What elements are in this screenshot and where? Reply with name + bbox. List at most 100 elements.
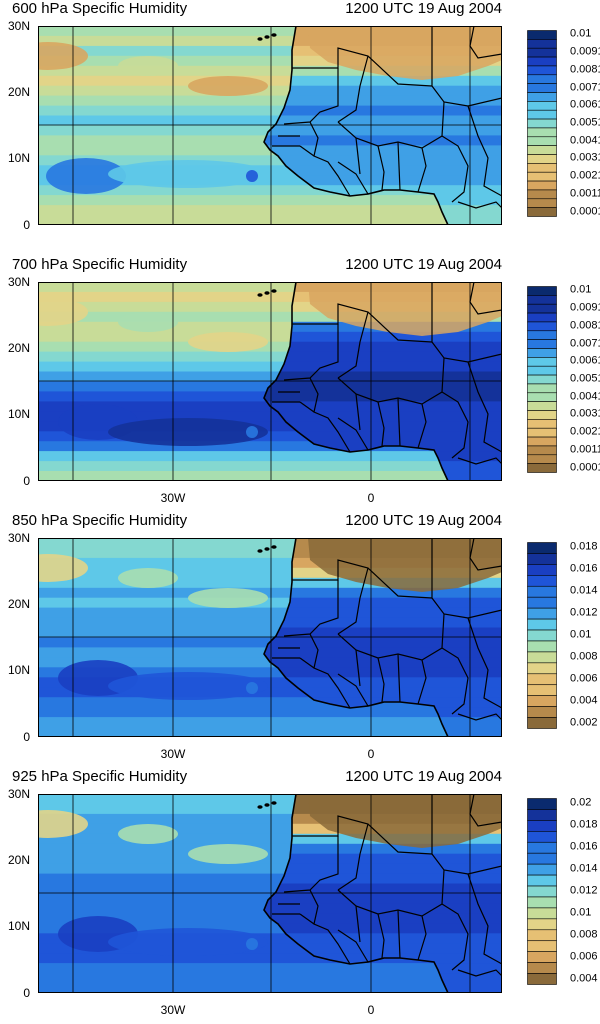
colorbar-label: 0.0061 (570, 98, 600, 111)
colorbar-label: 0.01 (570, 283, 592, 296)
colorbar-label: 0.0031 (570, 407, 600, 420)
island (271, 289, 277, 293)
colorbar-box (527, 951, 557, 963)
colorbar-box (527, 154, 557, 164)
colorbar-box (527, 348, 557, 358)
colorbar-box (527, 973, 557, 985)
colorbar-box (527, 596, 557, 609)
humidity-band (38, 471, 502, 481)
colorbar-box (527, 863, 557, 876)
colorbar (527, 798, 557, 985)
colorbar-box (527, 198, 557, 208)
island (271, 33, 277, 37)
humidity-band (38, 321, 502, 333)
y-tick-label: 0 (23, 986, 30, 1000)
island (257, 37, 263, 41)
humidity-anomaly (108, 672, 268, 700)
colorbar-box (527, 101, 557, 111)
colorbar-box (527, 684, 557, 696)
sahara-dry-region (308, 26, 502, 80)
humidity-anomaly (108, 928, 268, 956)
humidity-band (38, 341, 502, 353)
colorbar-box (527, 629, 557, 642)
humidity-band (264, 125, 502, 136)
colorbar-label: 0.0051 (570, 116, 600, 129)
island (264, 803, 270, 807)
colorbar (527, 30, 557, 217)
humidity-band (38, 26, 502, 37)
humidity-anomaly (188, 76, 268, 96)
humidity-anomaly (118, 56, 178, 76)
colorbar (527, 286, 557, 473)
colorbar-box (527, 820, 557, 832)
colorbar (527, 542, 557, 729)
humidity-anomaly (38, 554, 88, 582)
colorbar-label: 0.0021 (570, 169, 600, 182)
humidity-band (38, 175, 502, 186)
humidity-band (38, 85, 502, 97)
humidity-band (264, 401, 502, 412)
humidity-band (264, 627, 502, 638)
humidity-band (264, 843, 502, 855)
y-tick-label: 10N (7, 919, 30, 933)
humidity-band (38, 794, 502, 805)
y-tick-label: 10N (7, 407, 30, 421)
humidity-band (264, 115, 502, 126)
humidity-band (38, 617, 502, 629)
humidity-band (38, 282, 502, 293)
y-tick-label: 30N (7, 275, 30, 289)
colorbar-label: 0.002 (570, 716, 598, 729)
map-frame (38, 282, 502, 481)
humidity-band (38, 843, 502, 855)
colorbar-label: 0.018 (570, 818, 598, 831)
x-tick-label: 0 (367, 1003, 375, 1017)
colorbar-box (527, 65, 557, 76)
x-tick-label: 30W (160, 491, 186, 505)
colorbar-label: 0.018 (570, 540, 598, 553)
humidity-anomaly (38, 42, 88, 70)
humidity-band (264, 667, 502, 678)
coastline (263, 794, 502, 993)
humidity-band (38, 577, 502, 589)
colorbar-label: 0.016 (570, 840, 598, 853)
colorbar-label: 0.012 (570, 606, 598, 619)
humidity-band (38, 205, 502, 216)
coastline (263, 538, 502, 737)
humidity-band (38, 667, 502, 678)
colorbar-box (527, 896, 557, 909)
colorbar-box (527, 885, 557, 898)
humidity-band (38, 441, 502, 452)
colorbar-label: 0.0091 (570, 301, 600, 314)
y-tick-label: 30N (7, 19, 30, 33)
colorbar-box (527, 831, 557, 843)
humidity-band (264, 145, 502, 156)
sahara-dry-region (308, 794, 502, 848)
panel-title: 925 hPa Specific Humidity (12, 768, 188, 785)
island (257, 293, 263, 297)
humidity-band (38, 195, 502, 206)
map-frame (38, 26, 502, 225)
colorbar-box (527, 163, 557, 173)
colorbar-box (527, 419, 557, 429)
country-borders (272, 26, 502, 209)
colorbar-label: 0.0091 (570, 45, 600, 58)
x-tick-label: 30W (160, 747, 186, 761)
humidity-anomaly (246, 426, 258, 438)
humidity-band (264, 893, 502, 904)
humidity-band (264, 371, 502, 382)
humidity-band (38, 371, 502, 382)
humidity-band (38, 863, 502, 875)
colorbar-box (527, 127, 557, 138)
humidity-band (38, 943, 502, 954)
panel-timestamp: 1200 UTC 19 Aug 2004 (345, 768, 502, 785)
humidity-band (38, 165, 502, 176)
colorbar-box (527, 907, 557, 920)
colorbar-label: 0.0041 (570, 390, 600, 403)
humidity-band (38, 833, 502, 845)
humidity-band (264, 135, 502, 146)
y-tick-label: 0 (23, 730, 30, 744)
humidity-anomaly (118, 824, 178, 844)
humidity-band (264, 331, 502, 343)
y-tick-label: 20N (7, 341, 30, 355)
humidity-band (38, 953, 502, 964)
